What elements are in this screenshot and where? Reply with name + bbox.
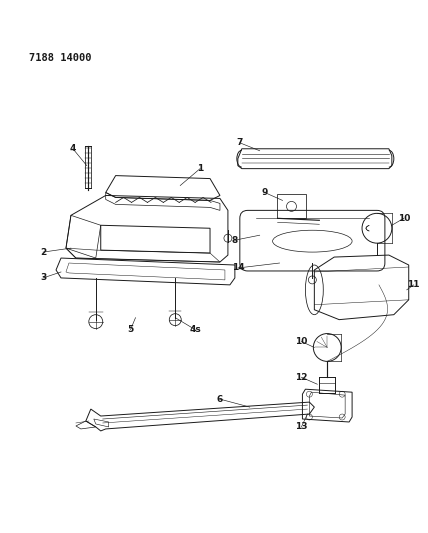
Text: 12: 12 xyxy=(295,373,308,382)
Text: 10: 10 xyxy=(398,214,410,223)
Text: 7: 7 xyxy=(237,138,243,147)
Text: 10: 10 xyxy=(295,337,308,346)
Text: 5: 5 xyxy=(128,325,134,334)
Text: 3: 3 xyxy=(40,273,46,282)
Text: 13: 13 xyxy=(295,423,308,431)
Text: 2: 2 xyxy=(40,248,46,256)
Text: 8: 8 xyxy=(232,236,238,245)
Text: 6: 6 xyxy=(217,394,223,403)
Text: 7188 14000: 7188 14000 xyxy=(29,53,92,63)
Text: 9: 9 xyxy=(262,188,268,197)
Text: 4s: 4s xyxy=(189,325,201,334)
Text: 1: 1 xyxy=(197,164,203,173)
Text: 4: 4 xyxy=(70,144,76,154)
Text: 11: 11 xyxy=(407,280,420,289)
Text: 14: 14 xyxy=(232,263,244,272)
